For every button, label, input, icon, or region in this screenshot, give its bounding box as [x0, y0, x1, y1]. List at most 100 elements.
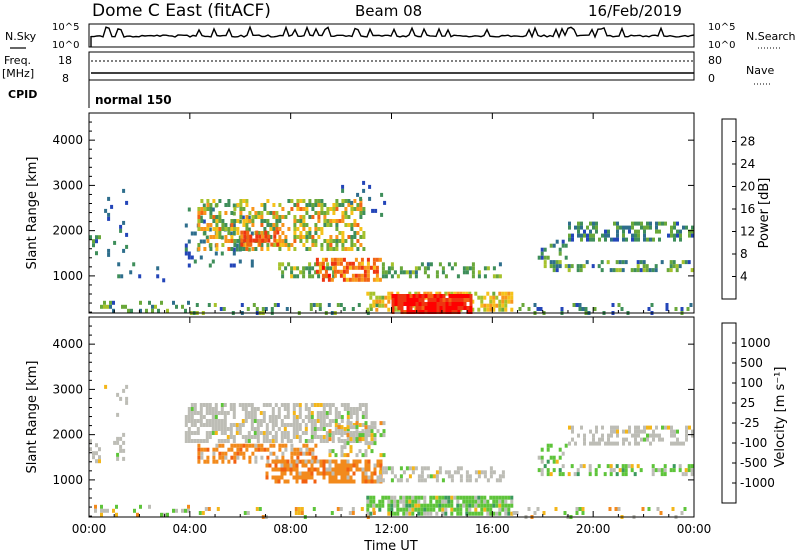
rti-cell	[298, 435, 302, 439]
rti-cell	[308, 247, 312, 251]
rti-cell	[366, 269, 370, 274]
xtick-label: 20:00	[576, 522, 611, 536]
rti-cell	[211, 207, 215, 212]
rti-cell	[381, 478, 385, 483]
rti-cell	[295, 427, 299, 431]
rti-cell	[540, 472, 544, 477]
rti-cell	[215, 219, 219, 223]
rti-cell	[283, 407, 287, 411]
rti-cell	[649, 425, 652, 430]
rti-cell	[253, 411, 257, 415]
rti-cell	[466, 306, 470, 310]
rti-cell	[235, 431, 239, 435]
rti-cell	[643, 233, 646, 238]
rti-cell	[355, 467, 359, 472]
rti-cell	[251, 223, 255, 227]
rti-cell	[206, 447, 210, 452]
rti-cell	[224, 203, 228, 207]
rti-cell	[367, 459, 371, 464]
velocity-cells	[89, 384, 694, 519]
rti-cell	[220, 411, 224, 415]
rti-cell	[504, 307, 508, 312]
rti-cell	[435, 470, 439, 475]
rti-cell	[333, 257, 337, 262]
rti-cell	[218, 235, 222, 239]
rti-cell	[643, 229, 646, 234]
rti-cell	[260, 455, 264, 460]
rti-cell	[340, 475, 344, 480]
rti-cell	[643, 429, 646, 434]
rti-cell	[457, 310, 461, 314]
rti-cell	[469, 298, 473, 302]
rti-cell	[218, 227, 222, 231]
rti-cell	[460, 294, 464, 298]
rti-cell	[376, 463, 380, 468]
rti-cell	[248, 455, 252, 460]
rti-cell	[246, 234, 250, 239]
rti-cell	[411, 507, 415, 512]
rti-cell	[287, 199, 291, 203]
rti-cell	[184, 223, 188, 228]
rti-cell	[326, 239, 330, 243]
rti-cell	[241, 435, 245, 439]
rti-cell	[378, 257, 382, 262]
rti-cell	[364, 433, 368, 438]
rti-cell	[621, 268, 625, 273]
rti-cell	[211, 407, 215, 411]
rti-cell	[435, 474, 439, 479]
rti-cell	[195, 303, 199, 307]
rti-cell	[665, 307, 669, 311]
rti-cell	[622, 225, 625, 230]
rti-cell	[498, 499, 502, 504]
rti-cell	[420, 262, 424, 267]
rti-cell	[284, 215, 288, 219]
nsky-trace	[90, 25, 695, 47]
rti-cell	[284, 239, 288, 243]
rti-cell	[469, 310, 473, 314]
rti-cell	[355, 419, 359, 423]
rti-cell	[246, 242, 250, 247]
rti-cell	[363, 265, 367, 270]
rti-cell	[215, 243, 219, 247]
rti-cell	[341, 215, 345, 219]
rti-cell	[254, 459, 258, 464]
time-axis-label: Time UT	[363, 539, 417, 554]
rti-cell	[247, 415, 251, 419]
rti-cell	[344, 199, 348, 203]
rti-cell	[212, 459, 216, 464]
rti-cell	[218, 215, 222, 219]
rti-cell	[463, 294, 467, 298]
rti-cell	[266, 243, 270, 247]
rti-cell	[426, 507, 430, 512]
rti-cell	[289, 467, 293, 472]
rti-cell	[423, 495, 427, 500]
rti-cell	[95, 251, 98, 256]
rti-cell	[359, 243, 363, 247]
rti-cell	[321, 257, 325, 262]
rti-cell	[322, 475, 326, 480]
rti-cell	[658, 221, 661, 226]
rti-cell	[187, 300, 190, 305]
rti-cell	[373, 437, 377, 442]
rti-cell	[414, 503, 418, 508]
rti-cell	[418, 306, 422, 310]
rti-cell	[414, 466, 418, 471]
rti-cell	[445, 306, 449, 310]
rti-cell	[580, 425, 583, 430]
rti-cell	[206, 455, 210, 460]
colorbar-tick-label: 28	[740, 135, 755, 149]
rti-cell	[310, 423, 314, 427]
rti-cell	[120, 274, 124, 279]
rti-cell	[187, 207, 191, 212]
rti-cell	[436, 298, 440, 302]
rti-cell	[403, 302, 407, 306]
rti-cell	[466, 294, 470, 298]
rti-cell	[274, 459, 278, 464]
rti-cell	[273, 234, 277, 239]
rti-cell	[367, 441, 371, 446]
rti-cell	[340, 415, 344, 419]
rti-cell	[98, 235, 101, 240]
rti-cell	[589, 233, 592, 238]
rti-cell	[685, 225, 688, 230]
rti-cell	[411, 495, 415, 500]
